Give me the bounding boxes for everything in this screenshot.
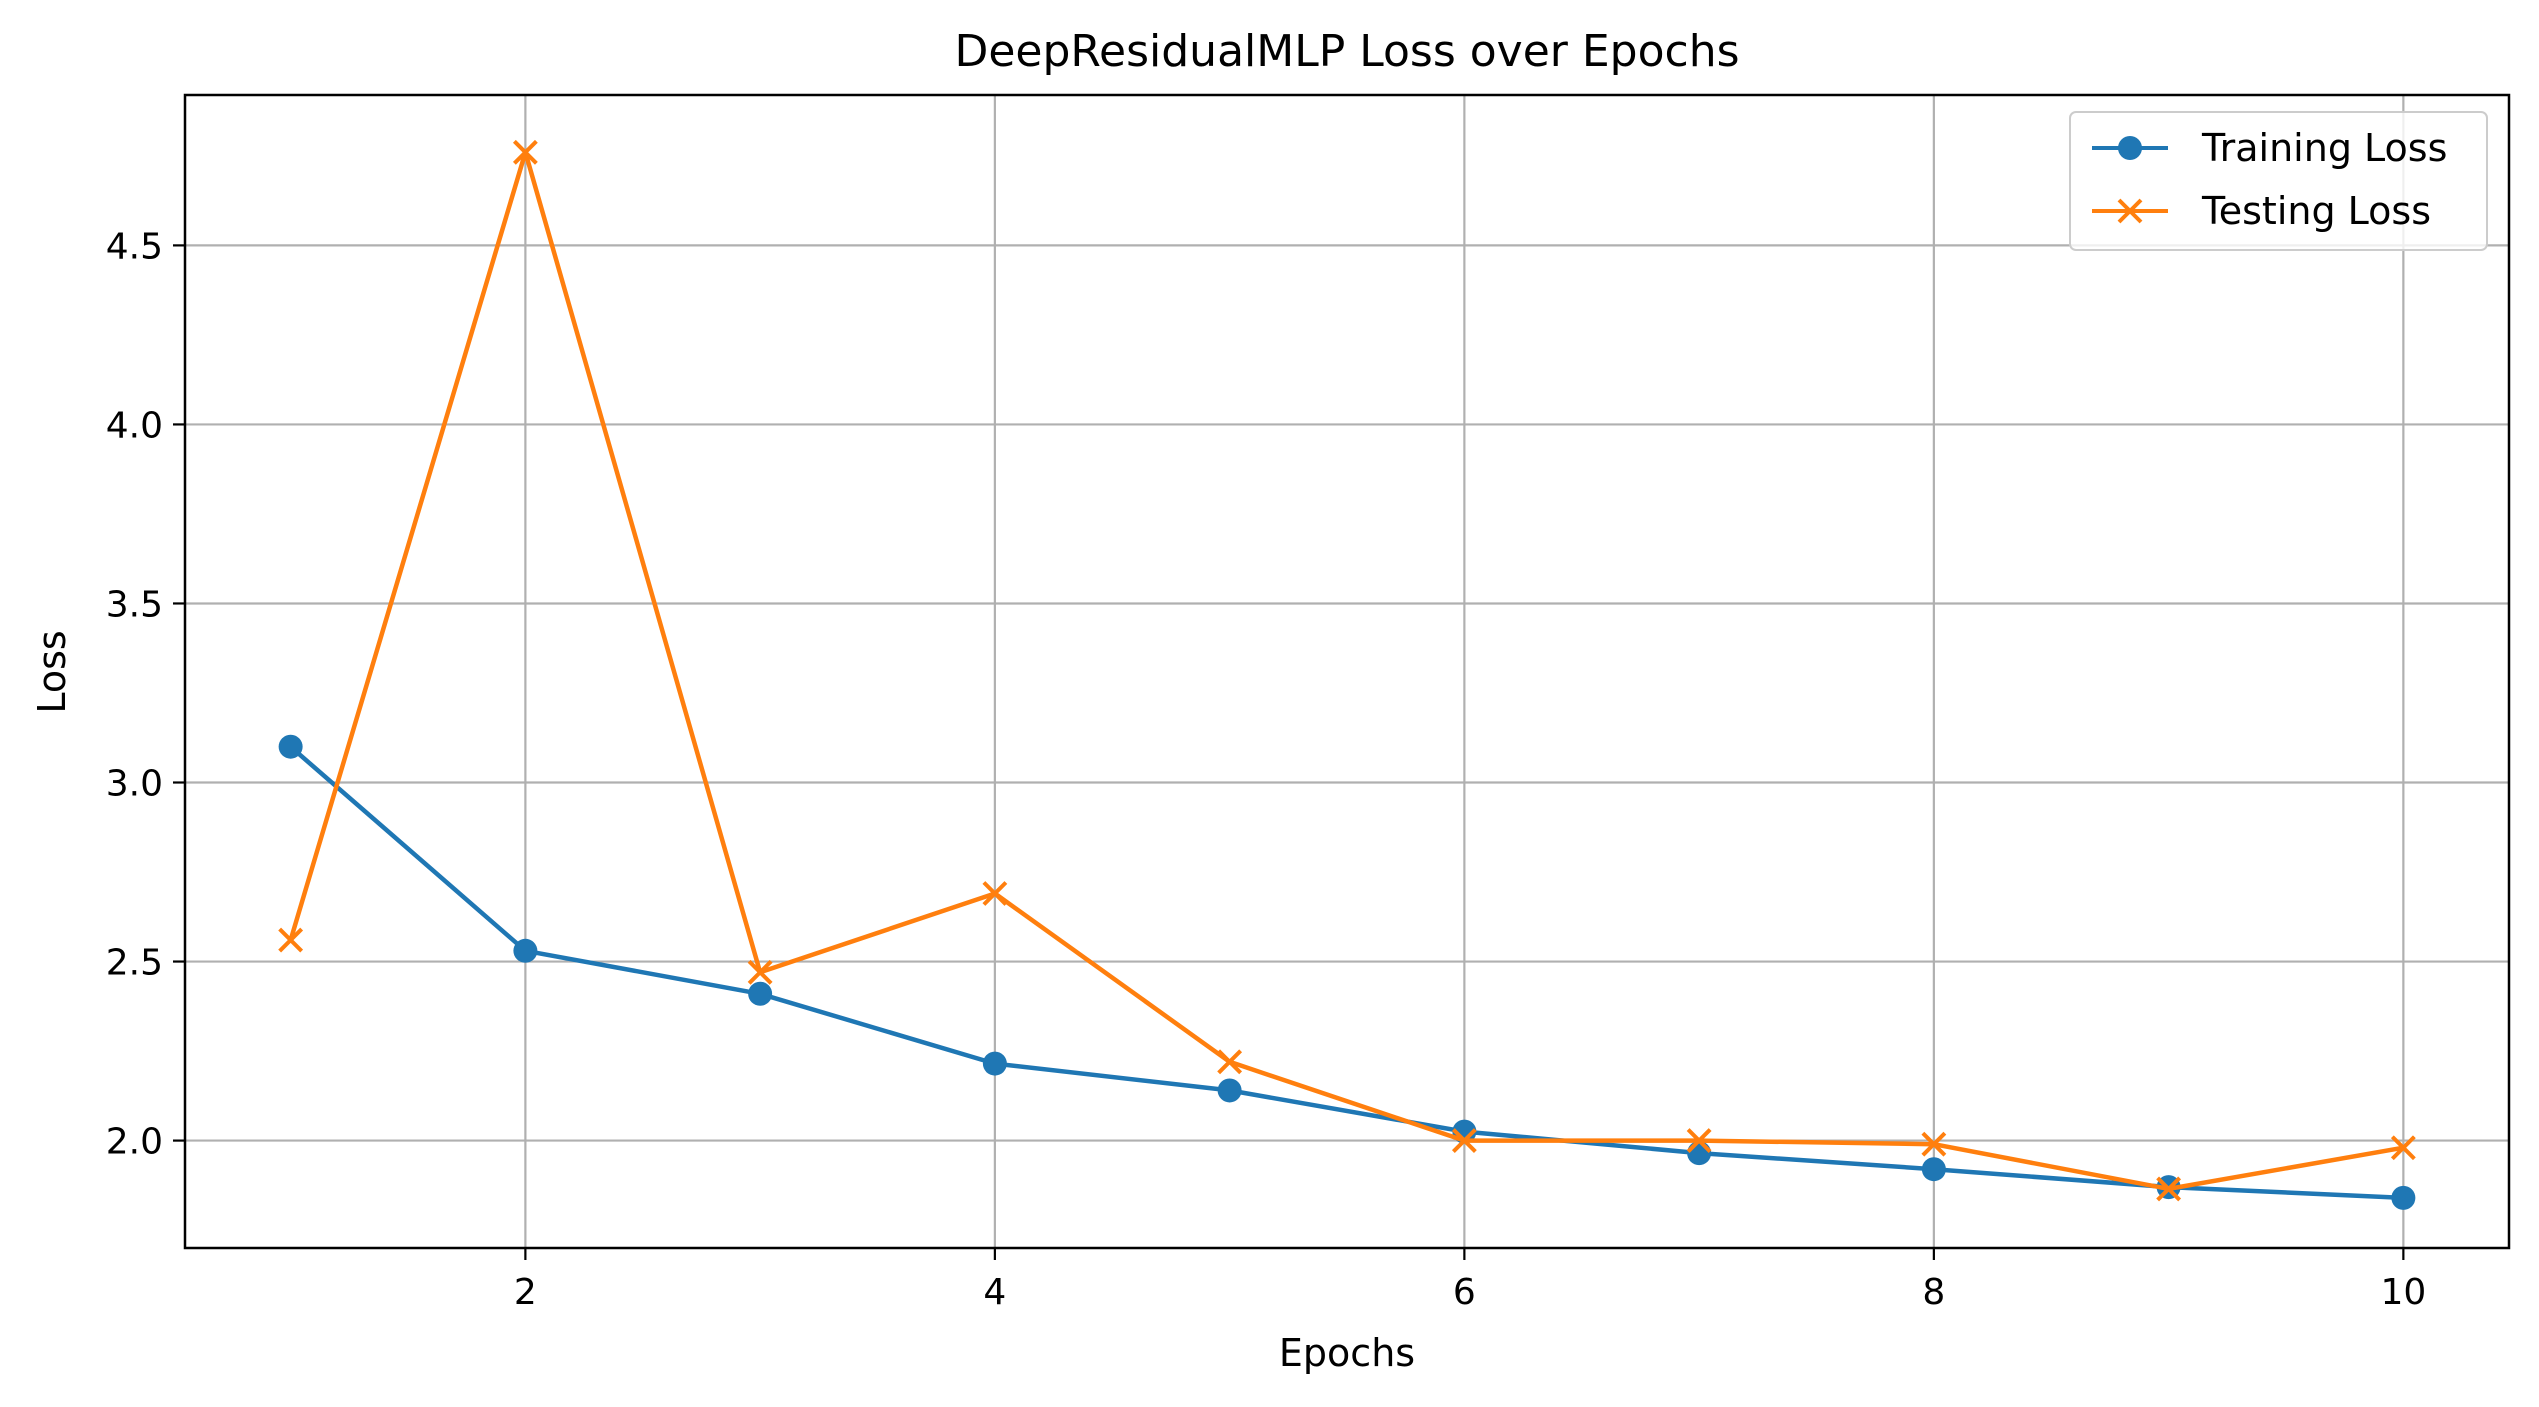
y-tick-label: 2.0: [106, 1122, 163, 1163]
data-point-training-loss: [513, 938, 538, 963]
chart-title: DeepResidualMLP Loss over Epochs: [954, 26, 1739, 77]
data-point-testing-loss: [747, 959, 773, 985]
x-tick-label: 4: [983, 1272, 1006, 1313]
plot-series: [278, 139, 2416, 1210]
data-point-training-loss: [1687, 1141, 1712, 1166]
data-point-testing-loss: [1217, 1049, 1243, 1075]
data-point-training-loss: [1921, 1157, 1946, 1182]
x-tick-label: 8: [1922, 1272, 1945, 1313]
series-line-testing-loss: [288, 150, 2404, 1192]
y-axis-label: Loss: [30, 630, 74, 713]
y-tick-label: 2.5: [106, 943, 163, 984]
data-point-testing-loss: [2390, 1135, 2416, 1161]
data-point-testing-loss: [1451, 1128, 1477, 1153]
legend-label-training: Training Loss: [2201, 126, 2447, 170]
axis-ticks: 2 4 6 8 10 2.0 2.5 3.0 3.5 4.0 4.5: [106, 226, 2427, 1313]
y-tick-label: 3.5: [106, 584, 163, 625]
legend: Training Loss Testing Loss: [2069, 111, 2488, 251]
data-point-testing-loss: [278, 927, 304, 953]
data-point-training-loss: [1217, 1078, 1242, 1103]
x-tick-label: 2: [514, 1272, 537, 1313]
data-point-training-loss: [748, 981, 773, 1006]
data-point-training-loss: [278, 734, 303, 759]
legend-label-testing: Testing Loss: [2201, 189, 2431, 233]
legend-marker-training: [2118, 136, 2142, 160]
x-tick-label: 6: [1453, 1272, 1476, 1313]
data-point-training-loss: [2391, 1185, 2416, 1210]
series-line-training-loss: [289, 745, 2404, 1201]
legend-marker-testing: [2117, 198, 2143, 224]
legend-box: [2069, 111, 2488, 251]
y-tick-label: 4.5: [106, 226, 163, 267]
y-tick-label: 4.0: [106, 405, 163, 446]
y-tick-label: 3.0: [106, 764, 163, 805]
x-tick-label: 10: [2380, 1272, 2426, 1313]
data-point-training-loss: [982, 1051, 1007, 1076]
data-point-testing-loss: [2156, 1176, 2182, 1202]
data-point-testing-loss: [512, 139, 538, 165]
data-point-testing-loss: [1921, 1131, 1947, 1157]
plot-frame: [183, 93, 2511, 1250]
data-point-testing-loss: [1686, 1128, 1712, 1153]
x-axis-label: Epochs: [1279, 1331, 1415, 1375]
data-point-testing-loss: [982, 881, 1008, 906]
